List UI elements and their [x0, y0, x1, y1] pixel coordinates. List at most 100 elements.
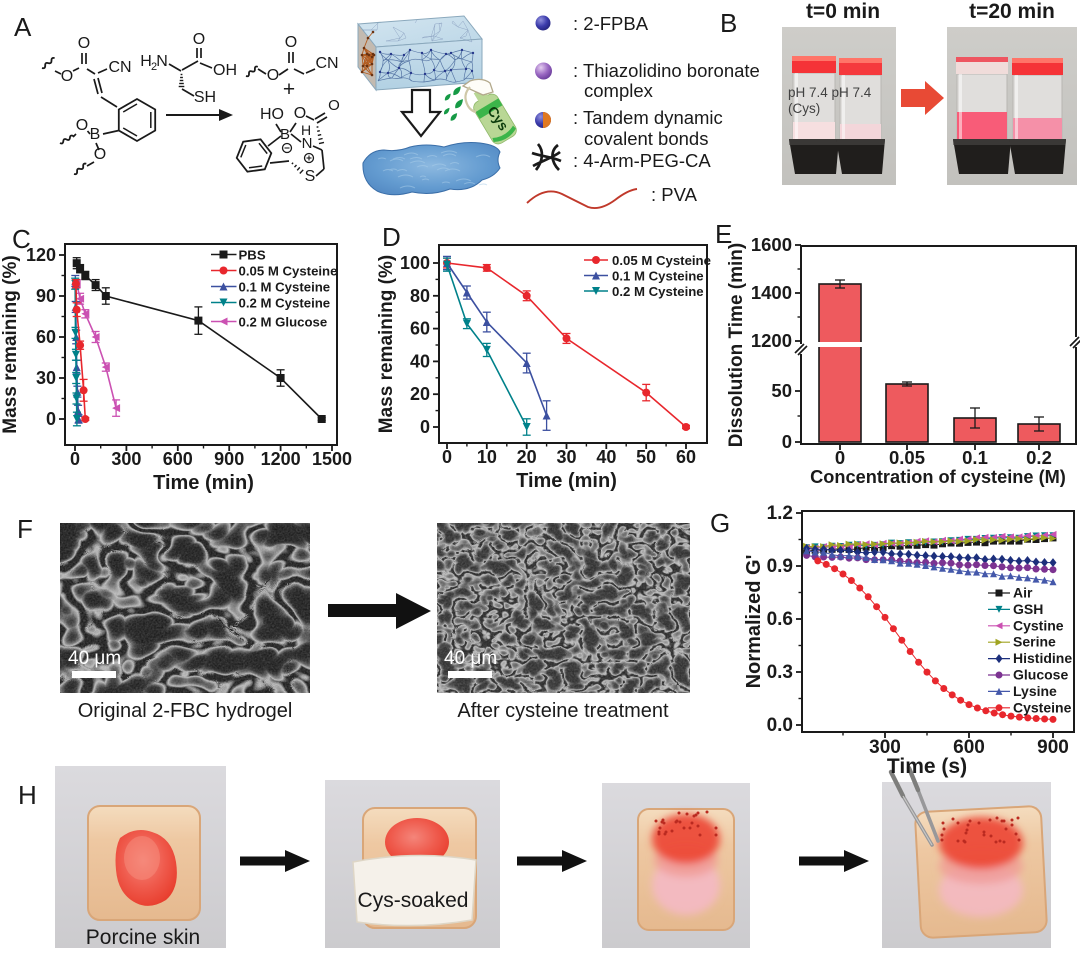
svg-text:G: G [710, 508, 730, 538]
svg-text:N: N [156, 53, 168, 70]
svg-text:B: B [280, 126, 290, 143]
svg-text:Concentration of cysteine (M): Concentration of cysteine (M) [810, 467, 1066, 487]
svg-text:60: 60 [410, 319, 430, 339]
svg-text:Serine: Serine [1013, 634, 1056, 650]
svg-text:0.2 M Cysteine: 0.2 M Cysteine [612, 284, 704, 299]
svg-text:Mass remaining (%): Mass remaining (%) [376, 255, 397, 433]
svg-text:60: 60 [36, 327, 56, 347]
svg-text:0.1: 0.1 [962, 447, 988, 468]
svg-text:O: O [267, 67, 279, 84]
svg-text:covalent bonds: covalent bonds [584, 128, 708, 149]
svg-text:After cysteine treatment: After cysteine treatment [457, 700, 669, 722]
svg-text:Cystine: Cystine [1013, 617, 1064, 633]
svg-text:B: B [720, 8, 737, 38]
svg-text:40 μm: 40 μm [68, 648, 121, 669]
svg-text:Normalized G': Normalized G' [743, 555, 765, 689]
svg-text:Dissolution Time (min): Dissolution Time (min) [726, 243, 747, 447]
svg-text:90: 90 [36, 286, 56, 306]
svg-text:PBS: PBS [239, 248, 266, 263]
svg-text:O: O [193, 31, 205, 48]
svg-text:: 4-Arm-PEG-CA: : 4-Arm-PEG-CA [573, 150, 711, 171]
svg-text:complex: complex [584, 80, 654, 101]
svg-text:Time (min): Time (min) [516, 470, 617, 492]
svg-text:GSH: GSH [1013, 601, 1043, 617]
svg-text:0: 0 [782, 431, 792, 452]
svg-text:Cysteine: Cysteine [1013, 699, 1072, 715]
svg-text:Air: Air [1013, 585, 1033, 601]
svg-text:t=20 min: t=20 min [969, 0, 1055, 23]
svg-text:OH: OH [213, 62, 237, 79]
svg-text:H: H [140, 53, 152, 70]
svg-text:O: O [294, 105, 306, 122]
svg-text:120: 120 [26, 245, 56, 265]
svg-text:Lysine: Lysine [1013, 683, 1057, 699]
svg-text:0: 0 [420, 417, 430, 437]
svg-text:N: N [302, 135, 313, 152]
svg-text:30: 30 [556, 447, 576, 467]
svg-text:O: O [61, 68, 73, 85]
svg-text:F: F [17, 514, 33, 544]
svg-text:600: 600 [163, 449, 193, 469]
svg-text:H: H [301, 122, 311, 138]
svg-text:40: 40 [596, 447, 616, 467]
svg-text:300: 300 [869, 737, 901, 758]
svg-text:300: 300 [111, 449, 141, 469]
svg-text:CN: CN [108, 59, 131, 76]
svg-text:E: E [715, 219, 732, 249]
svg-text:1400: 1400 [751, 282, 792, 303]
svg-text:600: 600 [953, 737, 985, 758]
svg-text:0: 0 [835, 447, 845, 468]
svg-text:(Cys): (Cys) [788, 101, 820, 116]
svg-text:C: C [12, 224, 31, 254]
svg-text:0: 0 [442, 447, 452, 467]
svg-text:Cys-soaked: Cys-soaked [358, 889, 469, 912]
svg-text:t=0 min: t=0 min [806, 0, 880, 23]
svg-text:0.9: 0.9 [767, 556, 793, 577]
svg-text:S: S [305, 168, 316, 185]
svg-text:1500: 1500 [312, 449, 352, 469]
svg-text:900: 900 [214, 449, 244, 469]
svg-text:+: + [283, 78, 295, 101]
svg-text:1200: 1200 [261, 449, 301, 469]
svg-text:40 μm: 40 μm [444, 648, 497, 669]
svg-text:60: 60 [676, 447, 696, 467]
svg-text:O: O [94, 146, 106, 163]
svg-text:Time (s): Time (s) [887, 755, 967, 778]
svg-text:50: 50 [771, 380, 792, 401]
svg-text:Histidine: Histidine [1013, 650, 1072, 666]
svg-text:0: 0 [46, 409, 56, 429]
svg-text:: PVA: : PVA [651, 184, 698, 205]
svg-text:SH: SH [194, 89, 216, 106]
svg-text:Porcine skin: Porcine skin [86, 926, 200, 949]
svg-text:D: D [382, 222, 401, 252]
svg-text:O: O [285, 34, 297, 51]
svg-text:0.2 M Glucose: 0.2 M Glucose [239, 315, 328, 330]
svg-text:50: 50 [636, 447, 656, 467]
svg-text:80: 80 [410, 286, 430, 306]
svg-text:HO: HO [260, 106, 284, 123]
svg-text:20: 20 [410, 384, 430, 404]
svg-text:Mass remaining (%): Mass remaining (%) [0, 255, 21, 433]
svg-text:1.2: 1.2 [767, 503, 793, 524]
svg-text:0.3: 0.3 [767, 662, 793, 683]
svg-text:H: H [18, 780, 37, 810]
svg-text:O: O [328, 97, 340, 114]
svg-text:20: 20 [517, 447, 537, 467]
svg-text:O: O [76, 117, 88, 134]
svg-text:Original 2-FBC hydrogel: Original 2-FBC hydrogel [78, 700, 293, 722]
svg-text:B: B [90, 126, 101, 143]
svg-text:0.2: 0.2 [1026, 447, 1052, 468]
svg-text:Glucose: Glucose [1013, 667, 1068, 683]
svg-text:30: 30 [36, 368, 56, 388]
svg-text:: Tandem dynamic: : Tandem dynamic [573, 107, 723, 128]
svg-text:1600: 1600 [751, 234, 792, 255]
svg-text:pH 7.4 pH 7.4: pH 7.4 pH 7.4 [788, 85, 872, 100]
svg-text:0.1 M Cysteine: 0.1 M Cysteine [239, 280, 331, 295]
svg-text:40: 40 [410, 351, 430, 371]
svg-text:1200: 1200 [751, 330, 792, 351]
svg-text:100: 100 [400, 253, 430, 273]
svg-text:A: A [14, 12, 32, 42]
svg-text:CN: CN [315, 55, 338, 72]
svg-text:0.05 M Cysteine: 0.05 M Cysteine [612, 253, 711, 268]
svg-text:0.2 M Cysteine: 0.2 M Cysteine [239, 296, 331, 311]
